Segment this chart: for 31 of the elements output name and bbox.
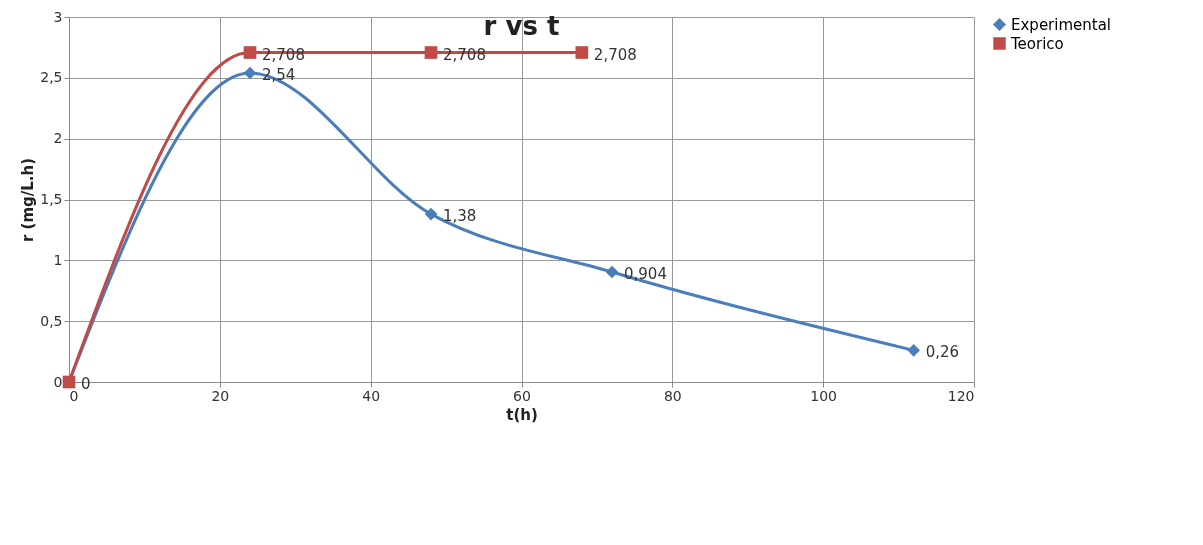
x-tick-label: 80 bbox=[663, 387, 682, 404]
legend-label: Teorico bbox=[1010, 34, 1064, 53]
y-axis-title: r (mg/L.h) bbox=[19, 157, 38, 243]
y-tick-label: 3 bbox=[53, 8, 63, 25]
point bbox=[243, 66, 257, 80]
data-label: 0,26 bbox=[925, 343, 960, 362]
y-tick-label: 2 bbox=[53, 130, 63, 147]
point bbox=[424, 46, 438, 59]
point bbox=[907, 344, 920, 357]
point bbox=[243, 46, 257, 59]
point bbox=[605, 265, 619, 279]
chart-title: r vs t bbox=[483, 11, 560, 41]
data-label: 0,904 bbox=[624, 265, 667, 284]
x-axis-title: t(h) bbox=[506, 405, 538, 424]
y-tick-label: 2,5 bbox=[40, 69, 63, 86]
y-tick-label: 1,5 bbox=[40, 191, 63, 207]
x-tick-label: 60 bbox=[513, 387, 531, 404]
data-label: 2,54 bbox=[262, 65, 296, 84]
legend-label: Experimental bbox=[1011, 15, 1112, 34]
point bbox=[424, 207, 438, 221]
y-tick-label: 0,5 bbox=[40, 312, 63, 329]
data-label: 2,708 bbox=[593, 45, 637, 64]
y-tick-label: 1 bbox=[53, 251, 63, 268]
point bbox=[575, 46, 589, 59]
x-tick-label: 120 bbox=[947, 387, 975, 404]
x-tick-label: 20 bbox=[211, 387, 230, 404]
x-tick-label: 100 bbox=[810, 387, 838, 404]
y-tick-label: 0 bbox=[53, 373, 63, 390]
data-label: 1,38 bbox=[443, 207, 477, 226]
x-tick-label: 40 bbox=[362, 387, 381, 404]
x-tick-label: 0 bbox=[69, 387, 79, 404]
